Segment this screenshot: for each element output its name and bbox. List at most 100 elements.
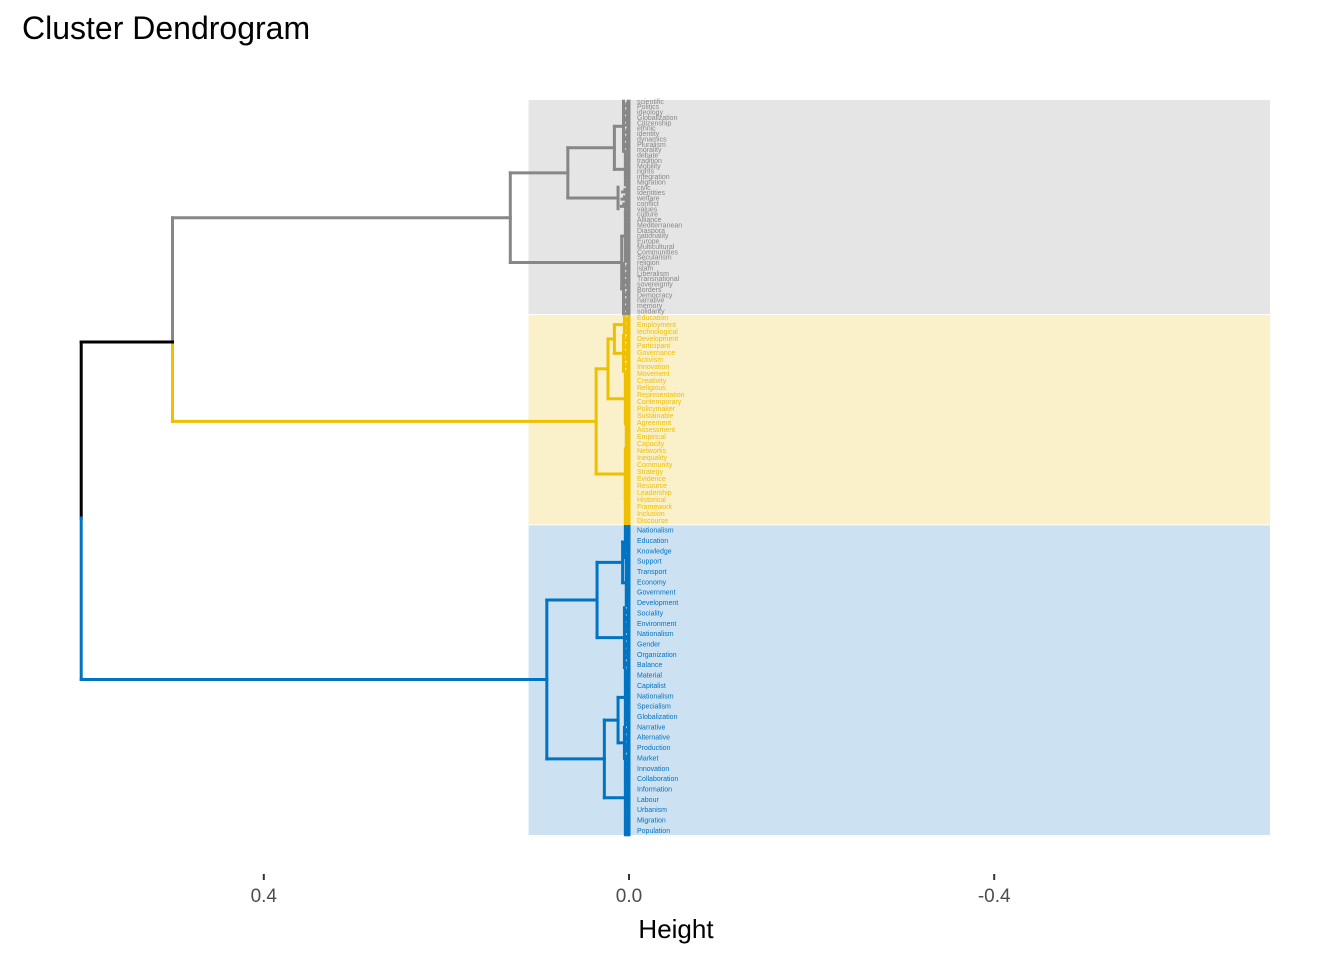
- leaf-label: Globalization: [637, 714, 678, 721]
- leaf-label: narrative: [637, 298, 664, 305]
- leaf-label: islam: [637, 265, 654, 272]
- leaf-label: ethnic: [637, 126, 656, 133]
- leaf-label: civic: [637, 185, 651, 192]
- leaf-label: morality: [637, 147, 662, 154]
- leaf-label: Migration: [637, 179, 666, 186]
- leaf-label: Citizenship: [637, 120, 671, 127]
- leaf-label: Secularism: [637, 255, 672, 262]
- leaf-label: Politics: [637, 104, 660, 111]
- leaf-label: Innovation: [637, 364, 669, 371]
- leaf-label: Alliance: [637, 217, 662, 224]
- leaf-label: Framework: [637, 504, 673, 511]
- leaf-label: Nationalism: [637, 528, 674, 535]
- leaf-label: integration: [637, 174, 670, 181]
- leaf-label: Urbanism: [637, 807, 667, 814]
- leaf-label: nationality: [637, 233, 669, 240]
- leaf-label: welfare: [636, 196, 660, 203]
- leaf-label: Alternative: [637, 735, 670, 742]
- leaf-label: scientific: [637, 99, 664, 106]
- leaf-label: Liberalism: [637, 271, 669, 278]
- leaf-label: religion: [637, 260, 660, 267]
- leaf-label: Diaspora: [637, 228, 665, 235]
- leaf-label: Information: [637, 786, 672, 793]
- leaf-label: technological: [637, 329, 678, 336]
- leaf-label: memory: [637, 303, 663, 310]
- leaf-label: culture: [637, 212, 658, 219]
- cluster-band-1: [528, 100, 1270, 315]
- leaf-label: Europe: [637, 239, 660, 246]
- leaf-label: solidarity: [637, 308, 665, 315]
- leaf-label: identity: [637, 131, 660, 138]
- leaf-label: conflict: [637, 201, 659, 208]
- leaf-label: ideology: [637, 110, 664, 117]
- leaf-label: Labour: [637, 797, 659, 804]
- cluster-band-2: [528, 315, 1270, 525]
- cluster-bands: [528, 100, 1270, 835]
- x-tick-label: -0.4: [978, 886, 1011, 907]
- leaf-label: Nationalism: [637, 693, 674, 700]
- leaf-label: Economy: [637, 579, 667, 586]
- x-tick-label: 0.4: [251, 886, 278, 907]
- leaf-label: Knowledge: [637, 548, 672, 555]
- leaf-label: Innovation: [637, 766, 669, 773]
- leaf-label: Employment: [637, 322, 676, 329]
- leaf-label: Inequality: [637, 455, 667, 462]
- leaf-label: Identities: [637, 190, 666, 197]
- leaf-label: Development: [637, 336, 678, 343]
- leaf-label: Discourse: [637, 518, 668, 525]
- leaf-label: Balance: [637, 662, 662, 669]
- leaf-label: sovereignty: [637, 282, 673, 289]
- leaf-label: Collaboration: [637, 776, 678, 783]
- leaf-label: Transport: [637, 569, 667, 576]
- leaf-label: Globalization: [637, 115, 678, 122]
- leaf-label: Nationalism: [637, 631, 674, 638]
- leaf-label: dynamics: [637, 136, 667, 143]
- x-axis-title: Height: [638, 914, 714, 944]
- leaf-label: Strategy: [637, 469, 664, 476]
- leaf-label: Networks: [637, 448, 667, 455]
- leaf-label: Historical: [637, 497, 666, 504]
- leaf-label: Development: [637, 600, 678, 607]
- leaf-label: Gender: [637, 642, 661, 649]
- leaf-label: Sociality: [637, 610, 664, 617]
- leaf-label: Movement: [637, 371, 670, 378]
- leaf-label: Mobility: [637, 163, 661, 170]
- leaf-label: Capacity: [637, 441, 665, 448]
- leaf-label: Education: [637, 315, 668, 322]
- leaf-label: Communities: [637, 249, 678, 256]
- leaf-labels: scientificPoliticsideologyGlobalizationC…: [636, 99, 685, 835]
- leaf-label: Government: [637, 590, 676, 597]
- x-tick-label: 0.0: [616, 886, 642, 907]
- leaf-label: Policymaker: [637, 406, 676, 413]
- leaf-label: Pluralism: [637, 142, 666, 149]
- leaf-label: Specialism: [637, 704, 671, 711]
- leaf-label: Evidence: [637, 476, 666, 483]
- leaf-label: Assessment: [637, 427, 675, 434]
- leaf-label: values: [637, 206, 658, 213]
- cluster-band-3: [528, 525, 1270, 835]
- leaf-label: Multicultural: [637, 244, 675, 251]
- leaf-label: rights: [637, 169, 655, 176]
- leaf-label: tradition: [637, 158, 662, 165]
- leaf-label: Transnational: [637, 276, 680, 283]
- dendrogram-branches: [79, 99, 631, 837]
- leaf-label: Population: [637, 828, 670, 835]
- leaf-label: Borders: [637, 287, 662, 294]
- leaf-label: debate: [637, 153, 659, 160]
- leaf-label: Participant: [637, 343, 670, 350]
- leaf-label: Narrative: [637, 724, 666, 731]
- leaf-label: Contemporary: [637, 399, 682, 406]
- chart-title: Cluster Dendrogram: [22, 10, 311, 46]
- leaf-label: Material: [637, 673, 662, 680]
- leaf-label: Governance: [637, 350, 675, 357]
- leaf-label: Capitalist: [637, 683, 666, 690]
- leaf-label: Production: [637, 745, 671, 752]
- leaf-label: Organization: [637, 652, 677, 659]
- leaf-label: Activism: [637, 357, 663, 364]
- leaf-label: Environment: [637, 621, 676, 628]
- leaf-label: Support: [637, 559, 662, 566]
- leaf-label: Market: [637, 755, 658, 762]
- leaf-label: Sustainable: [637, 413, 674, 420]
- leaf-label: Creativity: [637, 378, 667, 385]
